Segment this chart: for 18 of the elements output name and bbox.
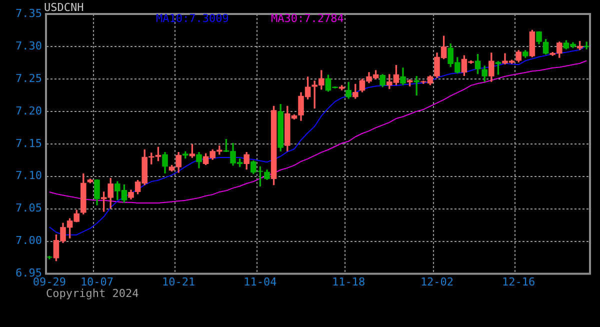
text: MA10:7.3009 (156, 12, 229, 25)
y-tick-label: 7.05 (16, 202, 42, 215)
x-tick-label: 12-16 (502, 275, 536, 288)
y-tick-label: 7.10 (16, 169, 42, 182)
y-tick-label: 7.30 (16, 39, 42, 52)
y-tick-label: 7.15 (16, 136, 42, 150)
text: Copyright 2024 (46, 287, 140, 300)
y-tick-label: 7.20 (16, 104, 42, 118)
y-tick-label: 7.00 (16, 234, 42, 248)
y-tick-label: 7.35 (16, 6, 42, 20)
x-tick-label: 12-02 (420, 275, 454, 288)
x-tick-label: 11-18 (332, 275, 366, 288)
x-tick-label: 11-04 (244, 275, 278, 288)
y-tick-label: 7.25 (16, 72, 42, 85)
text: MA30:7.2784 (271, 12, 344, 25)
chart-title: USDCNH (44, 1, 84, 14)
x-tick-label: 10-21 (162, 275, 196, 288)
x-tick-label: 10-07 (80, 275, 114, 288)
